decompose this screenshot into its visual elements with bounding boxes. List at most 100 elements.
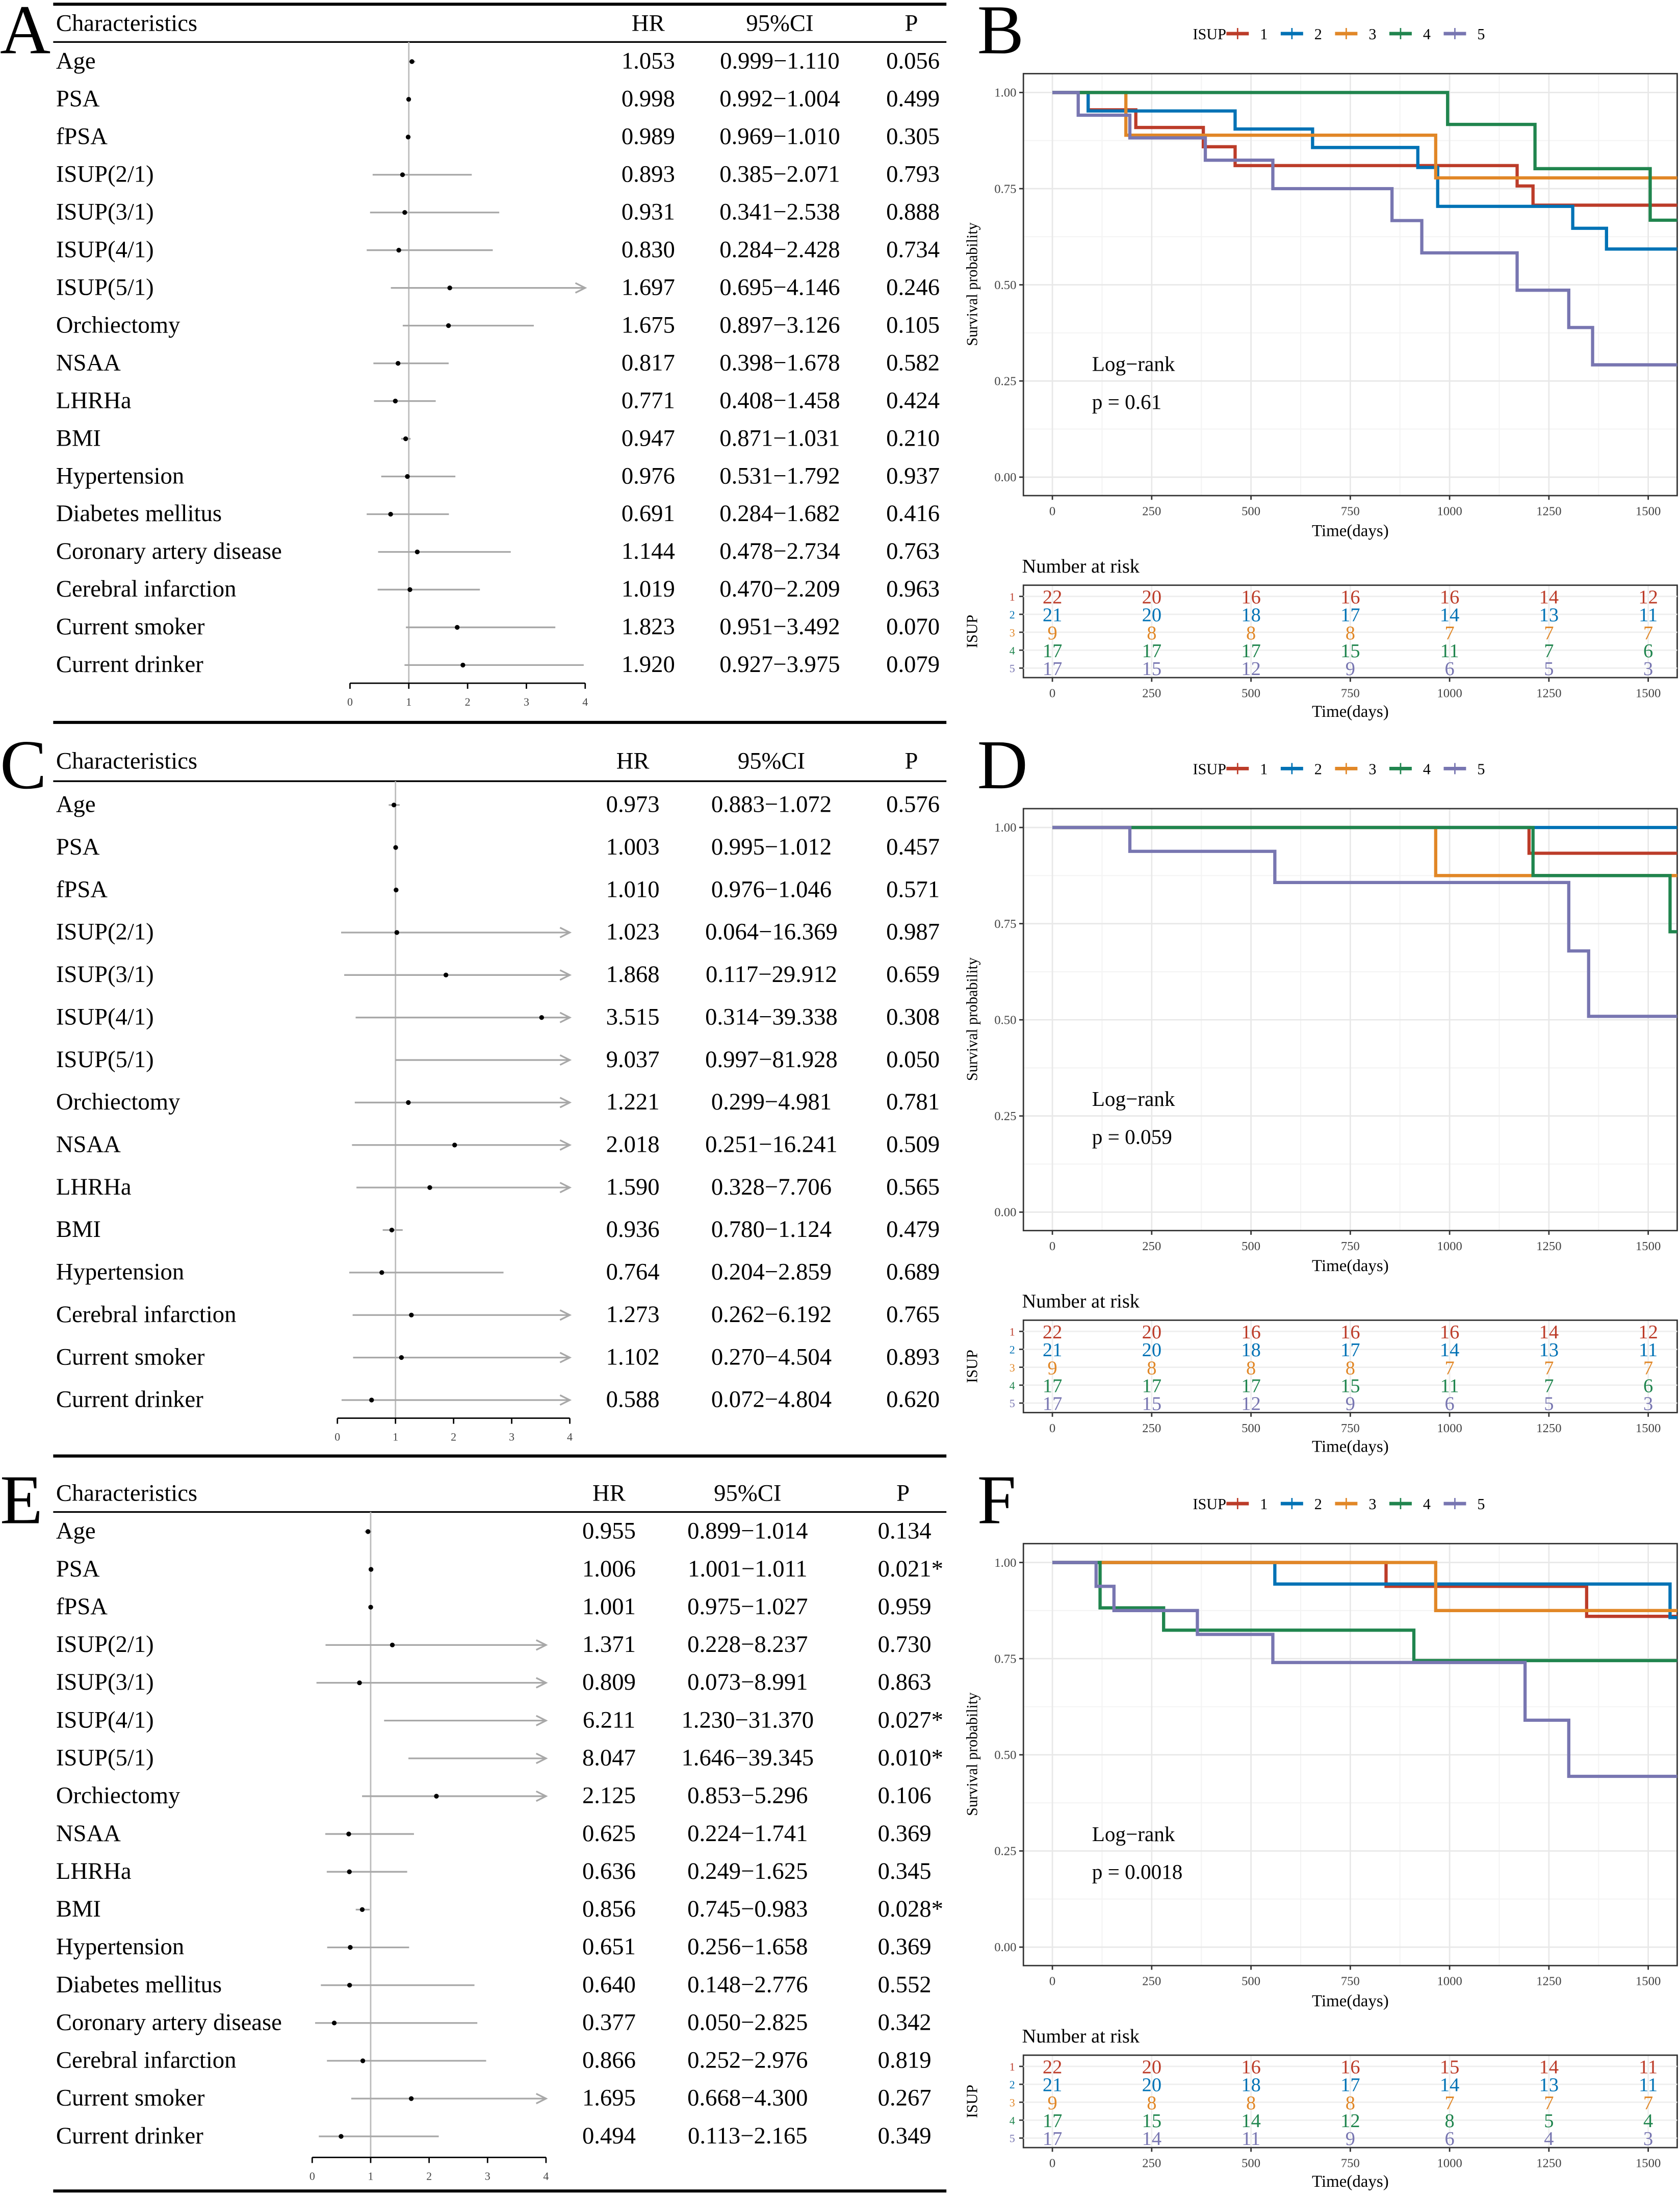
- risk-x-axis-label: Time(days): [1312, 2173, 1389, 2191]
- ci-arrow: [559, 1012, 572, 1023]
- risk-row-label: 5: [1010, 1397, 1015, 1410]
- y-tick-label: 0.25: [994, 1109, 1016, 1123]
- risk-x-tick-label: 0: [1049, 2157, 1055, 2170]
- risk-row-label: 1: [1010, 2060, 1015, 2073]
- row-ci: 0.975−1.027: [687, 1593, 808, 1620]
- row-p: 0.765: [886, 1301, 940, 1328]
- legend-item: 1: [1226, 1495, 1268, 1513]
- panel-letter: E: [0, 1461, 43, 1538]
- risk-count: 14: [1440, 2075, 1459, 2096]
- risk-count: 4: [1544, 2128, 1554, 2150]
- forest-row: PSA 1.003 0.995−1.012 0.457: [56, 834, 940, 860]
- row-hr: 0.817: [622, 349, 675, 376]
- row-p: 0.620: [886, 1386, 940, 1413]
- forest-row: Orchiectomy 2.125 0.853−5.296 0.106: [56, 1782, 932, 1809]
- hr-point: [393, 398, 398, 404]
- risk-x-tick-label: 1500: [1636, 686, 1661, 700]
- row-p: 0.342: [878, 2009, 932, 2035]
- risk-count: 22: [1043, 1322, 1062, 1343]
- row-hr: 1.221: [606, 1089, 660, 1115]
- row-hr: 3.515: [606, 1003, 660, 1030]
- x-tick-label: 1250: [1536, 1975, 1561, 1988]
- x-tick-label: 1250: [1536, 1239, 1561, 1253]
- row-hr: 1.695: [582, 2085, 636, 2111]
- hr-point: [393, 845, 398, 850]
- panel-letter: D: [977, 726, 1028, 804]
- row-hr: 1.010: [606, 876, 660, 902]
- row-ci: 0.780−1.124: [711, 1216, 832, 1243]
- y-tick-label: 0.50: [994, 1013, 1016, 1027]
- forest-row: NSAA 2.018 0.251−16.241 0.509: [56, 1131, 940, 1158]
- risk-count: 8: [1346, 2092, 1355, 2114]
- risk-y-axis-label: ISUP: [964, 1350, 981, 1383]
- row-ci: 0.385−2.071: [719, 161, 840, 187]
- logrank-label: Log−rank: [1092, 352, 1175, 376]
- x-tick-label: 3: [485, 2169, 490, 2182]
- risk-count: 8: [1246, 1357, 1256, 1379]
- row-hr: 8.047: [582, 1745, 636, 1771]
- risk-count: 12: [1241, 658, 1260, 680]
- panel-letter: C: [0, 726, 47, 804]
- row-hr: 0.830: [622, 236, 675, 263]
- row-p: 0.959: [878, 1593, 932, 1620]
- risk-row-label: 3: [1010, 1361, 1015, 1374]
- row-p: 0.106: [878, 1782, 932, 1809]
- forest-row: ISUP(4/1) 0.830 0.284−2.428 0.734: [56, 236, 940, 263]
- x-tick-label: 1500: [1636, 504, 1661, 518]
- risk-count: 20: [1142, 586, 1161, 608]
- x-tick-label: 0: [1049, 1975, 1055, 1988]
- forest-row: Diabetes mellitus 0.640 0.148−2.776 0.552: [56, 1971, 932, 1998]
- row-p: 0.267: [878, 2085, 932, 2111]
- x-tick-label: 2: [426, 2169, 432, 2182]
- risk-x-tick-label: 1500: [1636, 2157, 1661, 2170]
- hr-point: [389, 1227, 395, 1233]
- p-value: p = 0.0018: [1092, 1860, 1183, 1883]
- risk-table-title: Number at risk: [1022, 556, 1140, 577]
- row-name: Coronary artery disease: [56, 2009, 282, 2035]
- y-tick-label: 1.00: [994, 821, 1016, 835]
- legend-title: ISUP: [1193, 760, 1226, 778]
- risk-count: 8: [1147, 2092, 1156, 2114]
- row-hr: 0.931: [622, 198, 675, 225]
- row-p: 0.079: [886, 651, 940, 678]
- x-tick-label: 1000: [1437, 1239, 1462, 1253]
- km-plot-d: D ISUP 1 2 3 4 50 250 500 750 1000 1250 15000.000.25…: [964, 726, 1678, 1456]
- risk-count: 16: [1241, 2057, 1260, 2078]
- hr-point: [446, 323, 451, 328]
- hr-point: [366, 1529, 371, 1534]
- hr-point: [539, 1015, 544, 1020]
- row-name: Coronary artery disease: [56, 538, 282, 564]
- hr-point: [402, 210, 407, 215]
- row-hr: 0.588: [606, 1386, 660, 1413]
- row-name: ISUP(4/1): [56, 1706, 154, 1733]
- legend-item: 2: [1280, 25, 1322, 43]
- row-name: ISUP(2/1): [56, 1631, 154, 1658]
- risk-x-tick-label: 500: [1242, 1421, 1260, 1435]
- risk-count: 17: [1340, 2075, 1360, 2096]
- risk-count: 3: [1643, 1393, 1653, 1415]
- logrank-label: Log−rank: [1092, 1822, 1175, 1846]
- risk-count: 17: [1043, 658, 1062, 680]
- row-name: ISUP(2/1): [56, 919, 154, 945]
- risk-count: 7: [1544, 1357, 1554, 1379]
- row-name: LHRHa: [56, 1174, 132, 1200]
- risk-count: 22: [1043, 2057, 1062, 2078]
- row-hr: 1.675: [622, 312, 675, 338]
- row-name: Cerebral infarction: [56, 1301, 237, 1328]
- risk-count: 9: [1047, 2092, 1057, 2114]
- risk-count: 3: [1643, 658, 1653, 680]
- row-hr: 0.771: [622, 387, 675, 413]
- survival-curve-isup-3: [1052, 1561, 1677, 1613]
- hr-point: [396, 360, 401, 366]
- row-name: ISUP(4/1): [56, 1003, 154, 1030]
- forest-row: Coronary artery disease 1.144 0.478−2.734 0…: [56, 538, 940, 564]
- risk-count: 3: [1643, 2128, 1653, 2150]
- row-hr: 0.494: [582, 2123, 636, 2149]
- plot-border: [1022, 1543, 1678, 1967]
- row-hr: 0.377: [582, 2009, 636, 2035]
- risk-count: 14: [1142, 2128, 1161, 2150]
- row-ci: 0.148−2.776: [687, 1971, 808, 1998]
- forest-row: ISUP(2/1) 0.893 0.385−2.071 0.793: [56, 161, 940, 187]
- row-hr: 0.691: [622, 500, 675, 527]
- hr-point: [347, 1982, 352, 1988]
